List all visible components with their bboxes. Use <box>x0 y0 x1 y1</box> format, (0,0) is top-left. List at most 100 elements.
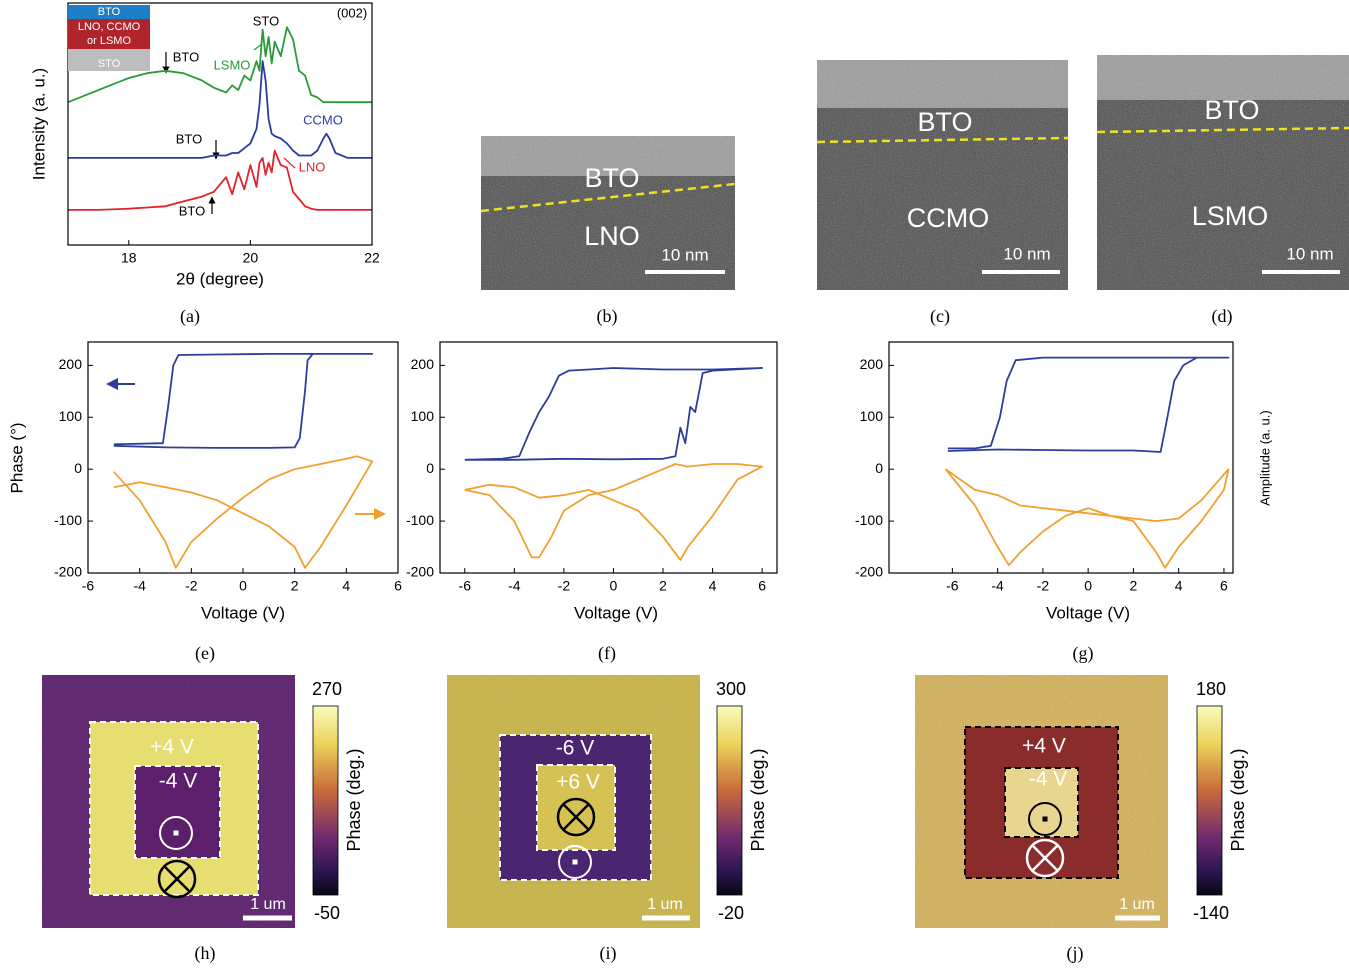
x-tick-label: -2 <box>185 578 198 594</box>
panel-caption: (d) <box>1212 306 1233 327</box>
data-line <box>68 61 372 158</box>
annotation: CCMO <box>303 112 343 127</box>
x-tick-label: 0 <box>1084 578 1092 594</box>
scale-bar-label: 10 nm <box>1003 244 1050 263</box>
x-tick-label: -6 <box>946 578 959 594</box>
x-tick-label: 22 <box>364 250 380 266</box>
y-tick-label: 100 <box>59 408 83 424</box>
scale-bar-label: 1 um <box>647 896 683 913</box>
x-tick-label: 6 <box>1220 578 1228 594</box>
y-axis-label: Intensity (a. u.) <box>29 68 48 180</box>
scale-bar-label: 1 um <box>250 896 286 913</box>
legend-label: BTO <box>98 6 121 18</box>
data-line <box>114 456 372 568</box>
x-tick-label: 4 <box>1175 578 1183 594</box>
voltage-label: +6 V <box>556 771 600 794</box>
x-tick-label: 6 <box>394 578 402 594</box>
voltage-label: +4 V <box>1022 735 1066 758</box>
y-tick-label: 0 <box>875 460 883 476</box>
panel-caption: (c) <box>930 306 950 327</box>
colorbar-max: 270 <box>312 679 342 699</box>
annotation: BTO <box>179 203 206 218</box>
legend-label: LNO, CCMO <box>78 21 141 33</box>
x-tick-label: 6 <box>758 578 766 594</box>
annotation: LSMO <box>214 57 251 72</box>
annotation: STO <box>253 13 280 28</box>
y-tick-label: -100 <box>406 512 434 528</box>
panel-caption: (e) <box>195 643 215 664</box>
panel-caption: (i) <box>600 943 617 964</box>
voltage-label: -4 V <box>159 770 198 793</box>
data-line <box>114 354 372 448</box>
layer-label: BTO <box>584 163 639 193</box>
layer-label: CCMO <box>907 203 990 233</box>
panel-caption: (g) <box>1073 643 1094 664</box>
voltage-label: -6 V <box>556 737 595 760</box>
y-tick-label: 100 <box>411 408 435 424</box>
y-tick-label: -100 <box>54 512 82 528</box>
plot-frame <box>440 342 777 573</box>
x-tick-label: 2 <box>291 578 299 594</box>
data-line <box>68 151 372 210</box>
x-tick-label: 4 <box>709 578 717 594</box>
panel-caption: (a) <box>180 306 200 327</box>
scale-bar-label: 1 um <box>1119 896 1155 913</box>
colorbar-min: -140 <box>1193 903 1229 923</box>
scale-bar-label: 10 nm <box>661 245 708 264</box>
voltage-label: +4 V <box>150 736 194 759</box>
data-line <box>946 469 1229 568</box>
x-tick-label: 4 <box>342 578 350 594</box>
x-axis-label: Voltage (V) <box>201 603 285 622</box>
y-tick-label: -100 <box>855 512 883 528</box>
y-tick-label: 200 <box>411 356 435 372</box>
panel-caption: (b) <box>597 306 618 327</box>
legend-label: or LSMO <box>87 35 131 47</box>
y-tick-label: 0 <box>74 460 82 476</box>
data-line <box>465 368 762 460</box>
x-tick-label: 20 <box>243 250 259 266</box>
data-line <box>948 358 1229 452</box>
colorbar-label: Phase (deg.) <box>344 748 364 851</box>
polarization-dot <box>174 831 179 836</box>
x-tick-label: 2 <box>659 578 667 594</box>
y2-axis-label: Amplitude (a. u.) <box>1257 410 1272 505</box>
x-tick-label: 2 <box>1130 578 1138 594</box>
annotation: BTO <box>176 131 203 146</box>
colorbar <box>1197 706 1222 895</box>
panel-caption: (h) <box>195 943 216 964</box>
colorbar <box>313 706 338 895</box>
x-tick-label: -4 <box>991 578 1004 594</box>
polarization-dot <box>1043 817 1048 822</box>
layer-label: BTO <box>1204 95 1259 125</box>
y-tick-label: 200 <box>59 356 83 372</box>
legend-label: STO <box>98 58 121 70</box>
colorbar-max: 180 <box>1196 679 1226 699</box>
panel-caption: (j) <box>1067 943 1084 964</box>
y-axis-label: Phase (°) <box>7 422 26 493</box>
colorbar-min: -50 <box>314 903 340 923</box>
x-axis-label: Voltage (V) <box>1046 603 1130 622</box>
colorbar-min: -20 <box>718 903 744 923</box>
x-tick-label: -4 <box>508 578 521 594</box>
y-tick-label: -200 <box>855 564 883 580</box>
panel-caption: (f) <box>598 643 616 664</box>
colorbar-label: Phase (deg.) <box>1228 748 1248 851</box>
figure: 1820222θ (degree)Intensity (a. u.)-6-4-2… <box>0 0 1349 972</box>
annotation: LNO <box>299 159 326 174</box>
x-tick-label: 0 <box>610 578 618 594</box>
x-axis-label: 2θ (degree) <box>176 269 264 288</box>
y-tick-label: 200 <box>860 356 884 372</box>
annotation: BTO <box>173 49 200 64</box>
y-tick-label: -200 <box>406 564 434 580</box>
tem-texture <box>481 136 735 290</box>
y-tick-label: -200 <box>54 564 82 580</box>
layer-label: LSMO <box>1192 201 1269 231</box>
x-tick-label: 18 <box>121 250 137 266</box>
y-tick-label: 100 <box>860 408 884 424</box>
x-tick-label: -4 <box>133 578 146 594</box>
annotation: (002) <box>337 5 367 20</box>
scale-bar-label: 10 nm <box>1286 244 1333 263</box>
colorbar <box>717 706 742 895</box>
voltage-label: -4 V <box>1029 768 1068 791</box>
x-tick-label: -6 <box>459 578 472 594</box>
